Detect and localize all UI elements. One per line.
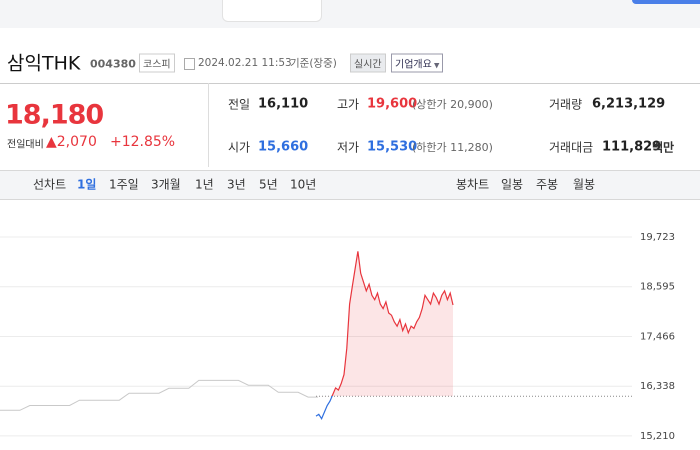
period-tab[interactable]: 1일 [77, 177, 97, 192]
candle-tab[interactable]: 주봉 [536, 177, 559, 192]
period-tab[interactable]: 1년 [195, 177, 214, 192]
period-tab[interactable]: 3년 [227, 177, 246, 192]
area [316, 251, 453, 397]
period-tab[interactable]: 3개월 [151, 177, 181, 192]
stat-unit: 백만 [652, 140, 675, 155]
realtime-badge[interactable]: 실시간 [350, 53, 386, 73]
price: 18,180 [5, 99, 104, 131]
period-tab[interactable]: 5년 [259, 177, 278, 192]
stat-value: 15,660 [258, 139, 309, 155]
stat-label: 거래량 [549, 97, 583, 112]
change: ▲2,070 [46, 134, 97, 150]
change-label: 전일대비 [7, 139, 44, 151]
timestamp: 2024.02.21 11:53 [198, 57, 292, 69]
company-info-label: 기업개요 [395, 59, 432, 71]
candle-tab[interactable]: 일봉 [501, 177, 524, 192]
calendar-icon [184, 58, 195, 70]
stat-sub: (상한가 20,900) [412, 98, 493, 111]
price-line [315, 251, 454, 420]
stat-value: 6,213,129 [592, 96, 666, 112]
y-tick-label: 17,466 [640, 331, 675, 342]
stat-value: 15,530 [367, 139, 418, 155]
stat-label: 저가 [337, 140, 360, 155]
market-badge: 코스피 [139, 53, 175, 73]
stat-label: 고가 [337, 97, 360, 112]
stat-label: 시가 [228, 140, 251, 155]
chart: 19,723 18,595 17,466 16,338 15,210 [0, 232, 675, 442]
stat-value: 16,110 [258, 96, 309, 112]
period-tab[interactable]: 10년 [290, 177, 317, 192]
banner-box [222, 0, 322, 22]
status: 기준(장중) [290, 57, 337, 70]
stat-label: 거래대금 [549, 140, 594, 155]
stat-label: 전일 [228, 97, 251, 112]
stat-sub: (하한가 11,280) [412, 141, 493, 154]
y-tick-label: 15,210 [640, 431, 675, 442]
candle-tab[interactable]: 월봉 [573, 177, 596, 192]
tab-bar [0, 170, 700, 200]
y-tick-label: 19,723 [640, 232, 675, 243]
change-pct: +12.85% [110, 134, 176, 150]
stock-code: 004380 [90, 57, 136, 71]
stat-value: 19,600 [367, 96, 418, 112]
stock-name: 삼익THK [7, 52, 81, 75]
company-info-button[interactable]: 기업개요 ▼ [391, 53, 444, 73]
period-tab[interactable]: 1주일 [109, 177, 139, 192]
tab-group-label: 봉차트 [456, 177, 490, 192]
top-banner [0, 0, 700, 28]
divider [0, 83, 700, 84]
banner-button[interactable] [632, 0, 700, 4]
reference-line [0, 379, 318, 411]
tab-group-label: 선차트 [33, 177, 67, 192]
divider [208, 83, 209, 167]
y-tick-label: 18,595 [640, 282, 675, 293]
y-tick-label: 16,338 [640, 381, 675, 392]
stat-value: 111,829 [602, 139, 662, 155]
